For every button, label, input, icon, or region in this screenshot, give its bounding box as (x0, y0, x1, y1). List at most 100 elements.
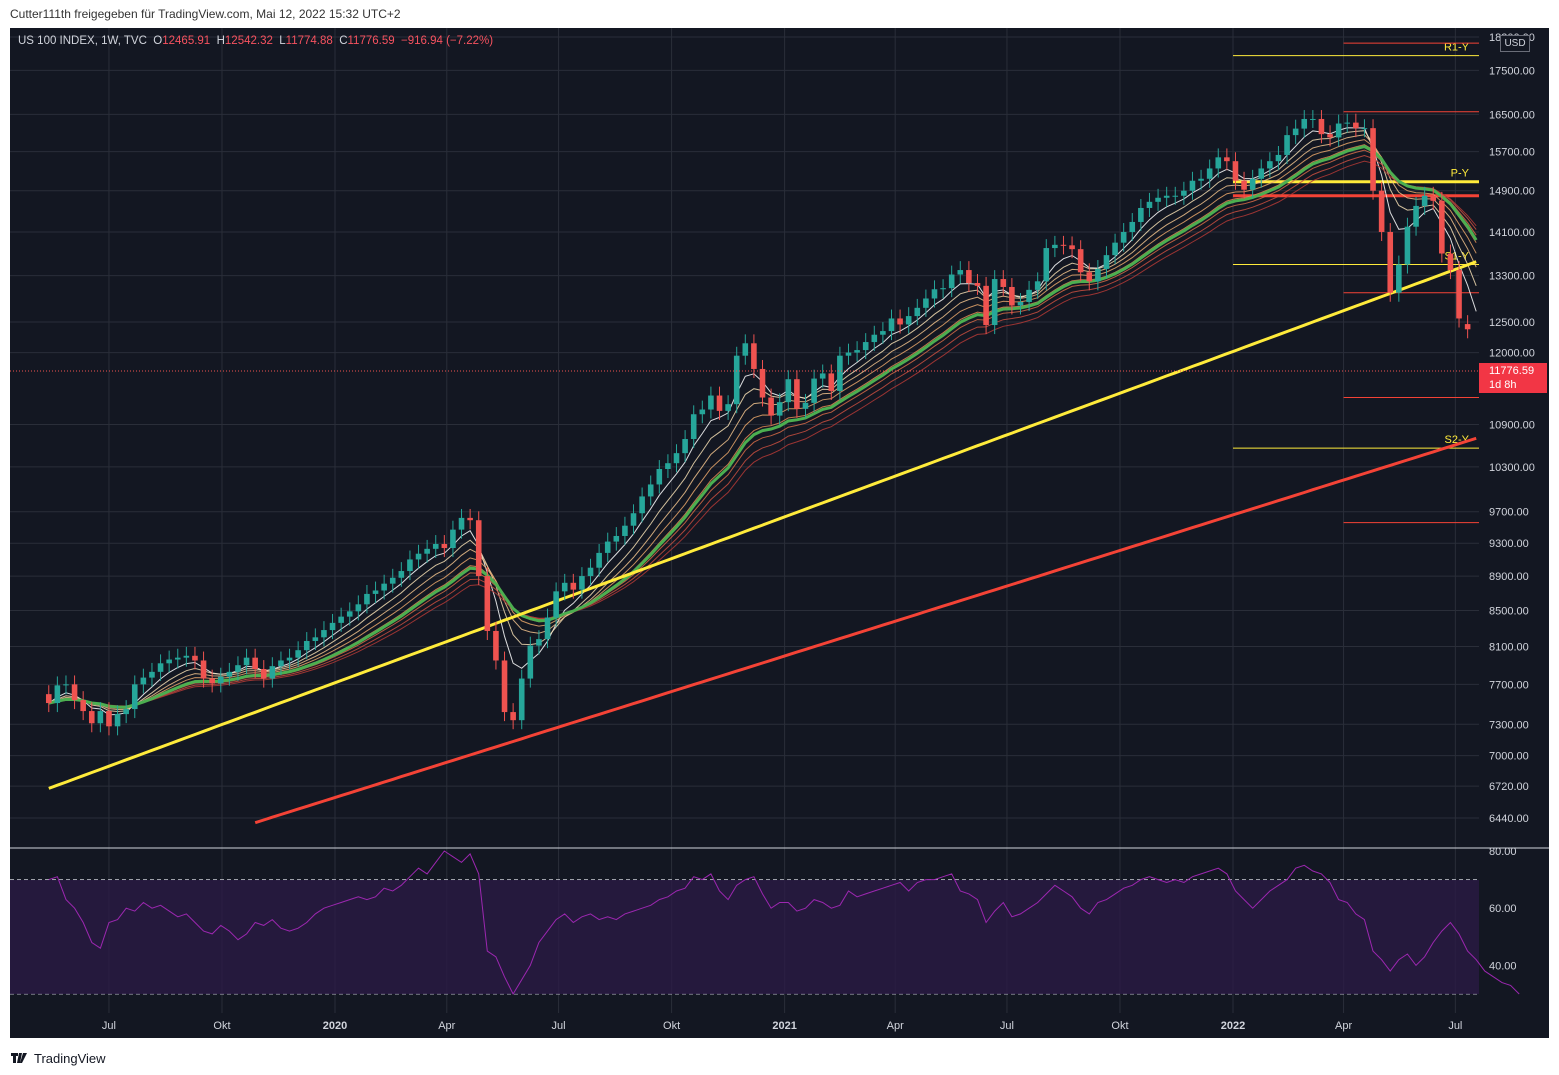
candle-body (1370, 128, 1376, 191)
candle-body (1095, 268, 1101, 282)
candle-body (1077, 249, 1084, 273)
share-header: Cutter111th freigegeben für TradingView.… (0, 0, 1559, 28)
candle-body (209, 678, 215, 684)
candle-body (321, 630, 327, 638)
candle-body (235, 665, 241, 672)
price-axis-label: 7000.00 (1489, 751, 1529, 763)
high-label: H (216, 35, 225, 47)
candle-body (217, 676, 224, 684)
candle-body (1043, 248, 1050, 282)
candle-body (845, 352, 852, 356)
moving-averages (48, 144, 1478, 825)
candle-body (862, 342, 869, 351)
candle-body (398, 571, 405, 578)
candle-body (54, 685, 61, 704)
candle-body (665, 463, 671, 469)
candle-body (123, 709, 129, 715)
candle-body (1146, 201, 1153, 208)
candle-body (303, 640, 310, 651)
candle-body (776, 402, 783, 416)
candle-body (527, 645, 534, 679)
candle-body (1421, 195, 1428, 206)
close-value: 11776.59 (347, 35, 395, 47)
candle-body (923, 298, 929, 308)
low-value: 11774.88 (285, 35, 333, 47)
candle-body (518, 678, 525, 721)
candle-body (1189, 180, 1196, 191)
candle-body (1241, 180, 1247, 190)
candle-body (561, 582, 568, 592)
candle-body (1344, 122, 1351, 124)
candle-body (200, 660, 207, 679)
candle-body (1430, 195, 1437, 201)
candle-body (854, 350, 860, 353)
candle-body (1112, 242, 1118, 256)
pivot-label-p-y: P-Y (1451, 168, 1470, 180)
time-axis-label: Jul (1448, 1020, 1462, 1032)
rsi-axis-label: 60.00 (1489, 903, 1517, 915)
rsi-axis-label: 80.00 (1489, 846, 1517, 858)
candle-body (1258, 168, 1265, 179)
candle-body (407, 559, 413, 572)
ma-yellow-line (48, 260, 1477, 790)
candle-body (252, 657, 258, 669)
candle-body (639, 496, 645, 514)
candle-body (295, 650, 301, 658)
ribbon-line (48, 160, 1477, 707)
candle-body (1249, 178, 1256, 190)
currency-badge[interactable]: USD (1500, 35, 1530, 52)
candle-body (114, 714, 121, 727)
time-axis-label: 2020 (323, 1020, 347, 1032)
pivot-label-r1-y: R1-Y (1444, 42, 1470, 54)
candle-body (1301, 118, 1308, 129)
candle-body (673, 453, 680, 464)
candle-body (1396, 264, 1402, 293)
footer-brand: TradingView (34, 1050, 106, 1066)
candle-body (553, 591, 559, 618)
candle-body (1439, 200, 1445, 254)
price-axis-label: 16500.00 (1489, 109, 1535, 121)
last-price-value: 11776.59 (1489, 365, 1535, 377)
candle-body (458, 517, 465, 530)
candle-body (501, 660, 508, 713)
candle-body (957, 270, 964, 275)
candle-body (1335, 123, 1342, 138)
candle-body (794, 379, 800, 409)
candle-body (837, 355, 843, 391)
candle-body (226, 671, 233, 677)
price-axis-label: 6720.00 (1489, 781, 1529, 793)
candle-body (1181, 190, 1187, 196)
candle-body (1275, 154, 1282, 162)
candle-body (630, 513, 637, 526)
candle-body (871, 334, 878, 343)
candle-body (940, 288, 946, 290)
candle-body (708, 395, 714, 410)
symbol-label[interactable]: US 100 INDEX, 1W, TVC (18, 35, 147, 47)
tradingview-logo-icon (11, 1053, 27, 1063)
candle-body (1292, 128, 1299, 136)
candle-body (888, 318, 895, 332)
candle-body (1069, 245, 1075, 250)
price-axis-label: 8500.00 (1489, 605, 1529, 617)
price-axis-label: 14100.00 (1489, 227, 1535, 239)
candle-body (286, 657, 293, 661)
time-axis-label: Apr (438, 1020, 455, 1032)
candle-body (880, 331, 886, 335)
candle-body (450, 529, 456, 549)
candle-body (157, 663, 164, 672)
candle-body (389, 577, 396, 584)
candle-body (63, 684, 69, 686)
candle-body (1198, 178, 1204, 181)
time-axis-label: Okt (213, 1020, 230, 1032)
ma-red-line (254, 436, 1477, 825)
candle-body (1215, 157, 1222, 169)
candle-body (1456, 270, 1462, 319)
ma-green-line (48, 144, 1478, 709)
candle-body (71, 684, 78, 701)
candle-body (802, 402, 809, 409)
candle-body (1353, 122, 1359, 129)
price-axis-label: 8900.00 (1489, 571, 1529, 583)
candle-body (991, 279, 998, 326)
candle-body (1404, 226, 1411, 265)
